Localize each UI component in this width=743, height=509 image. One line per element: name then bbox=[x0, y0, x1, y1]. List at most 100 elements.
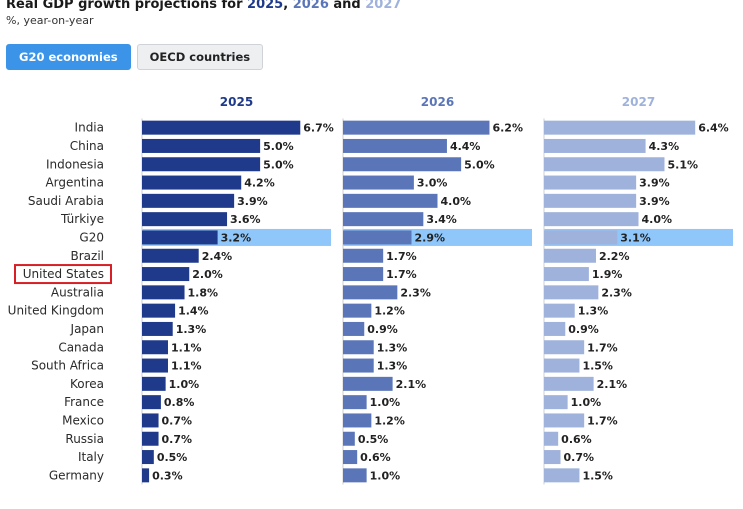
value-label: 0.7% bbox=[162, 414, 193, 427]
category-label: Russia bbox=[65, 432, 104, 446]
value-label: 3.2% bbox=[221, 231, 252, 244]
value-label: 2.4% bbox=[202, 250, 233, 263]
value-label: 0.5% bbox=[157, 451, 188, 464]
bar bbox=[142, 138, 261, 153]
value-label: 2.1% bbox=[597, 378, 628, 391]
value-label: 4.0% bbox=[642, 213, 673, 226]
bar bbox=[343, 413, 372, 428]
bar bbox=[544, 303, 575, 318]
value-label: 0.7% bbox=[162, 433, 193, 446]
value-label: 5.0% bbox=[263, 158, 294, 171]
category-label: Saudi Arabia bbox=[28, 194, 104, 208]
bar bbox=[343, 303, 372, 318]
value-label: 1.3% bbox=[377, 341, 408, 354]
value-label: 1.8% bbox=[188, 286, 219, 299]
tab-g20-economies[interactable]: G20 economies bbox=[6, 44, 131, 70]
series-header-2026: 2026 bbox=[421, 95, 454, 109]
title-sep-1: , bbox=[283, 0, 293, 12]
value-label: 3.1% bbox=[620, 231, 651, 244]
value-label: 1.0% bbox=[169, 378, 200, 391]
value-label: 0.5% bbox=[358, 433, 389, 446]
bar bbox=[142, 450, 154, 465]
value-label: 3.9% bbox=[639, 177, 670, 190]
bar bbox=[544, 230, 618, 245]
bar bbox=[142, 376, 166, 391]
bar bbox=[343, 157, 462, 172]
bar bbox=[343, 248, 384, 263]
value-label: 1.3% bbox=[176, 323, 207, 336]
bar bbox=[343, 267, 384, 282]
bar bbox=[343, 138, 447, 153]
value-label: 5.1% bbox=[667, 158, 698, 171]
value-label: 6.2% bbox=[492, 122, 523, 135]
category-label: G20 bbox=[79, 230, 104, 244]
value-label: 0.3% bbox=[152, 469, 183, 482]
value-label: 4.0% bbox=[441, 195, 472, 208]
bar bbox=[343, 120, 490, 135]
value-label: 3.9% bbox=[237, 195, 268, 208]
bar bbox=[343, 468, 367, 483]
value-label: 1.1% bbox=[171, 360, 202, 373]
bar bbox=[142, 193, 235, 208]
bar bbox=[544, 175, 637, 190]
bar bbox=[142, 303, 176, 318]
value-label: 1.7% bbox=[386, 268, 417, 281]
category-label: United Kingdom bbox=[8, 304, 104, 318]
value-label: 2.3% bbox=[400, 286, 431, 299]
value-label: 0.6% bbox=[561, 433, 592, 446]
bar bbox=[544, 468, 580, 483]
series-header-2027: 2027 bbox=[622, 95, 655, 109]
title-year-2027: 2027 bbox=[365, 0, 402, 12]
value-label: 2.9% bbox=[415, 231, 446, 244]
title-prefix: Real GDP growth projections for bbox=[6, 0, 248, 12]
bar bbox=[544, 267, 589, 282]
view-toggle: G20 economies OECD countries bbox=[6, 44, 264, 70]
bar bbox=[544, 413, 585, 428]
bar bbox=[142, 395, 161, 410]
bar bbox=[142, 285, 185, 300]
value-label: 1.2% bbox=[374, 414, 405, 427]
value-label: 1.7% bbox=[587, 341, 618, 354]
bar bbox=[544, 431, 559, 446]
value-label: 3.4% bbox=[426, 213, 457, 226]
title-year-2026: 2026 bbox=[292, 0, 329, 12]
value-label: 1.3% bbox=[377, 360, 408, 373]
bar bbox=[142, 120, 301, 135]
category-label: United States bbox=[23, 267, 104, 281]
bar bbox=[343, 431, 355, 446]
value-label: 1.0% bbox=[370, 469, 401, 482]
value-label: 1.9% bbox=[592, 268, 623, 281]
value-label: 3.9% bbox=[639, 195, 670, 208]
category-label: South Africa bbox=[31, 359, 104, 373]
category-label: Türkiye bbox=[60, 212, 104, 226]
chart-title: Real GDP growth projections for 2025, 20… bbox=[6, 0, 401, 12]
bar bbox=[142, 175, 242, 190]
value-label: 1.0% bbox=[370, 396, 401, 409]
value-label: 6.7% bbox=[303, 122, 334, 135]
category-label: Argentina bbox=[45, 176, 104, 190]
bar bbox=[544, 193, 637, 208]
value-label: 1.5% bbox=[582, 360, 613, 373]
series-header-2025: 2025 bbox=[220, 95, 253, 109]
bar bbox=[544, 395, 568, 410]
category-label: France bbox=[64, 395, 104, 409]
value-label: 2.3% bbox=[601, 286, 632, 299]
bar bbox=[544, 358, 580, 373]
value-label: 1.1% bbox=[171, 341, 202, 354]
bar bbox=[142, 157, 261, 172]
category-label: India bbox=[75, 121, 104, 135]
bar bbox=[544, 120, 696, 135]
bar bbox=[142, 340, 168, 355]
bar bbox=[343, 212, 424, 227]
value-label: 1.7% bbox=[386, 250, 417, 263]
value-label: 2.0% bbox=[192, 268, 223, 281]
tab-oecd-countries[interactable]: OECD countries bbox=[136, 44, 264, 70]
value-label: 2.2% bbox=[599, 250, 630, 263]
title-year-2025: 2025 bbox=[247, 0, 284, 12]
chart-subtitle: %, year-on-year bbox=[6, 14, 94, 27]
bar bbox=[343, 395, 367, 410]
title-sep-2: and bbox=[328, 0, 366, 12]
bar bbox=[343, 340, 374, 355]
value-label: 1.3% bbox=[578, 305, 609, 318]
